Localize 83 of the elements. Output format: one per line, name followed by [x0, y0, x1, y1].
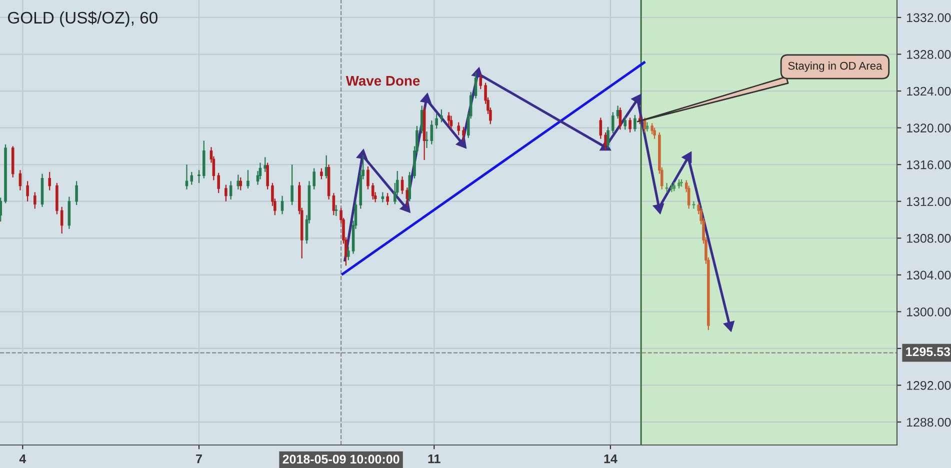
candlestick [612, 112, 614, 134]
candlestick [618, 107, 622, 130]
candlestick [324, 154, 328, 179]
candlestick [371, 182, 374, 200]
point [653, 203, 664, 214]
candlestick [18, 170, 22, 191]
candlestick [224, 184, 228, 202]
candlestick [34, 192, 36, 210]
candlestick [606, 126, 610, 149]
candlestick [217, 172, 220, 194]
candlestick [334, 204, 338, 217]
candlestick [616, 105, 620, 120]
candlestick [479, 74, 482, 90]
candlestick [692, 200, 696, 210]
y-tick-label: 1324.00 [906, 86, 951, 96]
candlestick [447, 112, 450, 127]
candlestick [26, 180, 29, 202]
candlestick [246, 170, 250, 190]
candlestick [653, 127, 656, 140]
candlestick [474, 72, 478, 99]
candlestick [48, 171, 51, 191]
y-tick-label: 1288.00 [906, 418, 951, 427]
candlestick [430, 120, 434, 145]
candlestick [665, 182, 668, 193]
point [420, 93, 432, 104]
candlestick [0, 197, 2, 222]
y-tick-label: 1332.00 [906, 13, 951, 22]
candlestick [457, 122, 460, 136]
y-tick-label: 1316.00 [906, 160, 951, 170]
candlestick [239, 176, 242, 191]
x-tick-label: 7 [196, 454, 202, 464]
candlestick [450, 115, 453, 130]
point [682, 152, 692, 163]
candlestick [435, 112, 438, 130]
candlestick [386, 192, 389, 206]
point [724, 320, 734, 332]
y-tick-label: 1300.00 [906, 307, 951, 316]
y-tick-label: 1328.00 [906, 50, 951, 59]
candlestick [672, 181, 676, 192]
x-tick-label: 4 [19, 454, 26, 464]
candlestick [408, 171, 412, 202]
candlestick [420, 105, 424, 134]
candlestick [198, 170, 200, 184]
candlestick [628, 117, 632, 133]
candlestick [332, 192, 336, 216]
candlestick [440, 108, 443, 123]
candlestick [290, 164, 294, 206]
y-tick-label: 1292.00 [906, 381, 951, 390]
text: GOLD (US$/OZ), 60 [8, 11, 158, 27]
candlestick [266, 162, 269, 190]
x-tick-label: 14 [604, 454, 618, 464]
candlestick [624, 116, 627, 130]
x-tick-label: 11 [428, 454, 440, 464]
candlestick [599, 117, 602, 140]
candlestick [381, 192, 384, 203]
annotation: Wave Done [346, 76, 420, 86]
y-tick-label: 1304.00 [906, 270, 951, 280]
y-tick-label: 1320.00 [906, 124, 951, 132]
candlestick [646, 122, 649, 132]
y-tick-label: 1308.00 [906, 234, 951, 243]
candlestick [320, 168, 323, 180]
candlestick [425, 130, 428, 149]
candlestick [366, 166, 370, 190]
ref-line-label: 1295.53 [906, 347, 950, 356]
candlestick [60, 206, 64, 234]
ref-line-label: 2018-05-09 10:00:00 [282, 454, 400, 464]
point [631, 94, 642, 105]
candlestick [650, 122, 654, 135]
candlestick [678, 178, 680, 190]
point [400, 202, 410, 213]
candlestick [190, 171, 194, 186]
annotation: Staying in OD Area [788, 62, 882, 72]
candlestick [75, 180, 78, 206]
candlestick [462, 126, 465, 142]
y-tick-label: 1312.00 [906, 197, 951, 206]
point [456, 138, 466, 148]
candlestick [264, 156, 267, 172]
candlestick [634, 114, 636, 132]
point [356, 149, 368, 160]
candlestick [347, 246, 350, 261]
candlestick [280, 195, 284, 215]
candlestick [68, 196, 71, 230]
candlestick [312, 168, 316, 190]
